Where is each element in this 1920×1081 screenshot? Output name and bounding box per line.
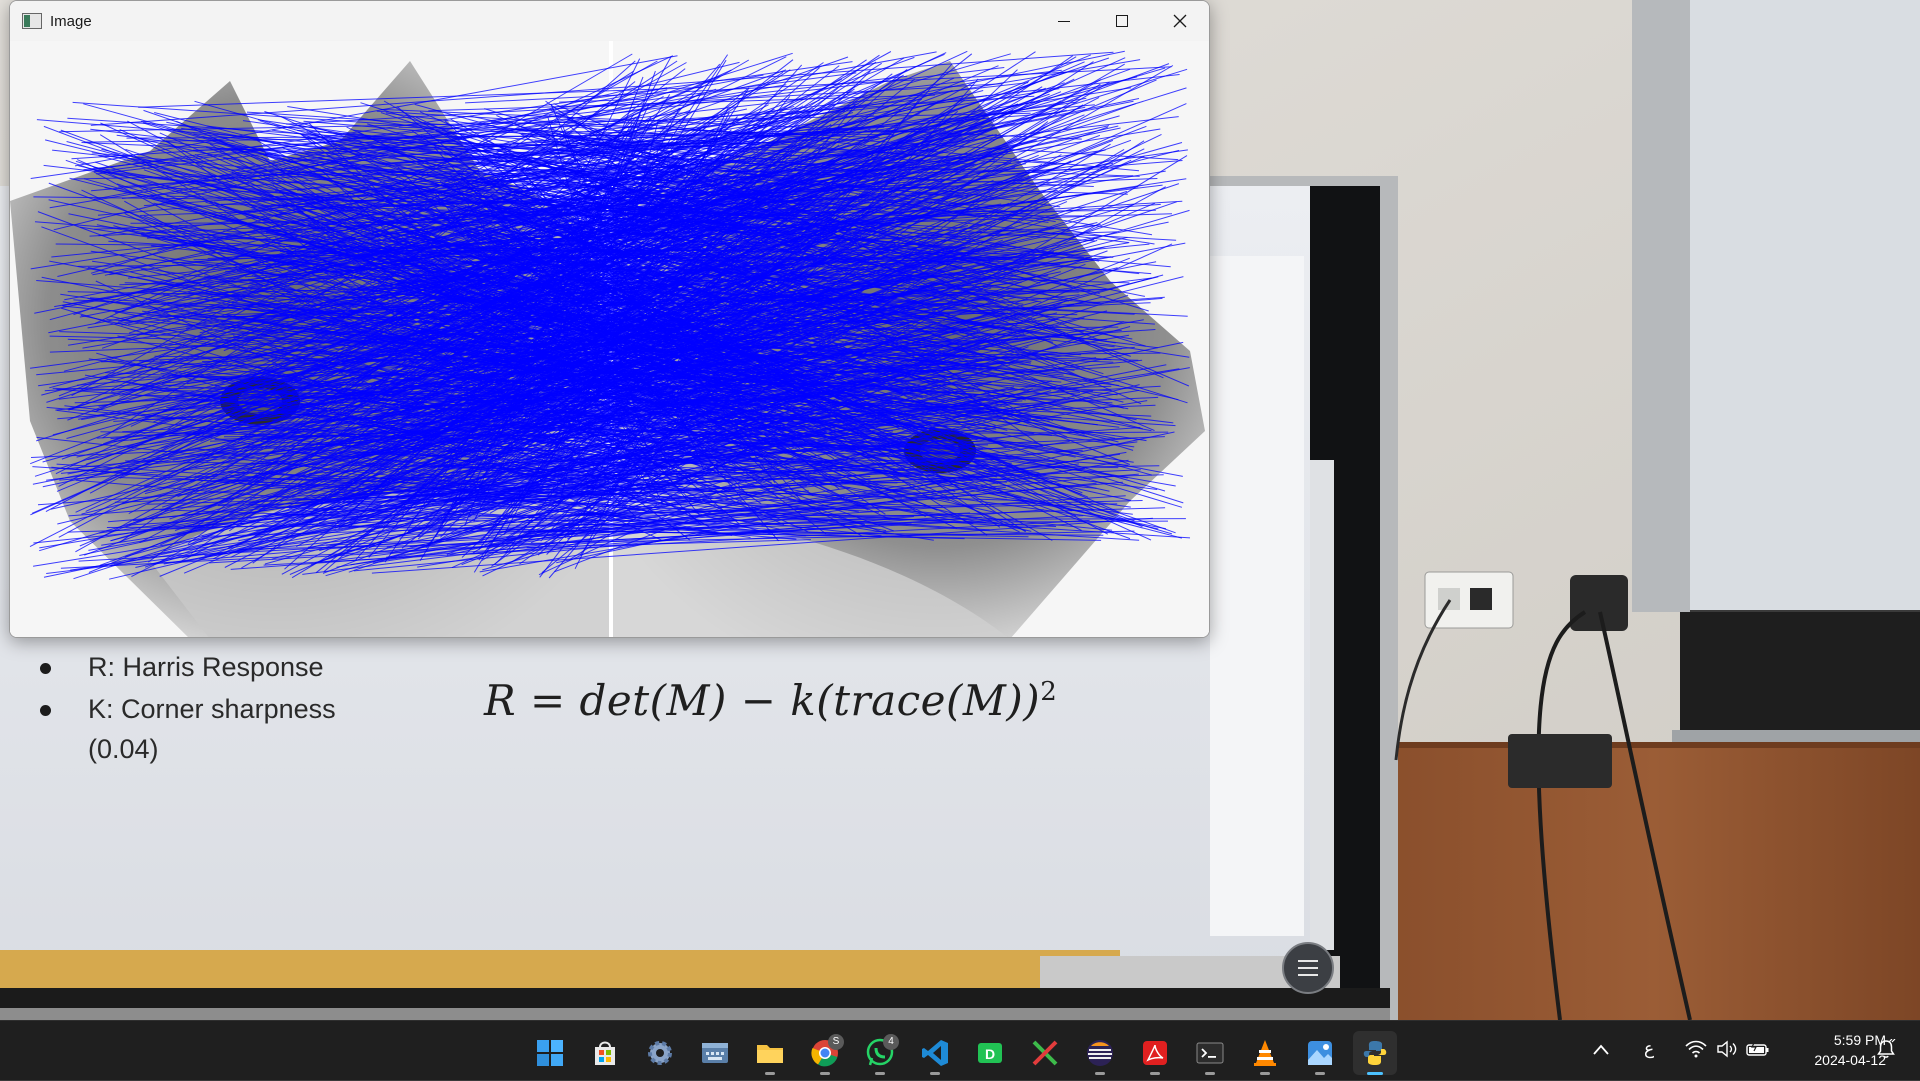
vscode-icon [920,1038,950,1068]
taskbar-app-eclipse[interactable] [1078,1031,1122,1075]
taskbar-app-on-screen-keyboard[interactable] [693,1031,737,1075]
pdf-icon [1140,1038,1170,1068]
window-title: Image [50,13,92,30]
running-indicator [930,1072,940,1075]
photos-icon [1305,1038,1335,1068]
window-titlebar[interactable]: Image [10,1,1209,41]
taskbar-app-start[interactable] [528,1031,572,1075]
running-indicator [1260,1072,1270,1075]
maximize-icon [1116,15,1128,27]
image-canvas[interactable] [10,41,1210,638]
x-app-icon [1030,1038,1060,1068]
taskbar-app-chrome[interactable]: S [803,1031,847,1075]
bullet-dot [40,663,51,674]
d-app-icon: D [975,1038,1005,1068]
chevron-up-icon[interactable] [1592,1043,1610,1057]
taskbar-app-acrobat[interactable] [1133,1031,1177,1075]
notification-badge: 4 [883,1034,899,1050]
close-icon [1173,14,1187,28]
harris-formula-main: R = det(M) − k(trace(M)) [484,676,1040,725]
keyboard-icon [700,1038,730,1068]
python-icon [1360,1038,1390,1068]
minimize-button[interactable] [1035,1,1093,41]
close-button[interactable] [1151,1,1209,41]
notification-badge: S [828,1034,844,1050]
running-indicator [820,1072,830,1075]
taskbar-app-microsoft-store[interactable] [583,1031,627,1075]
windows-start-icon [535,1038,565,1068]
volume-icon[interactable] [1716,1040,1738,1058]
taskbar-app-file-explorer[interactable] [748,1031,792,1075]
taskbar-app-python[interactable] [1353,1031,1397,1075]
battery-icon[interactable] [1746,1041,1770,1057]
taskbar-app-app-x[interactable] [1023,1031,1067,1075]
taskbar-app-vs-code[interactable] [913,1031,957,1075]
slide-bullet-continuation: (0.04) [88,734,159,765]
taskbar-app-settings[interactable] [638,1031,682,1075]
feature-match-image [10,41,1210,638]
taskbar-app-vlc[interactable] [1243,1031,1287,1075]
clock-date: 2024-04-12 [1776,1050,1886,1070]
folder-icon [755,1038,785,1068]
chrome-icon: S [810,1038,840,1068]
running-indicator [1367,1072,1383,1075]
terminal-icon [1195,1038,1225,1068]
wifi-icon[interactable] [1685,1040,1707,1058]
running-indicator [1205,1072,1215,1075]
store-icon [590,1038,620,1068]
input-language-indicator[interactable]: ع [1644,1039,1654,1059]
slide-menu-button[interactable] [1282,942,1334,994]
bullet-dot [40,705,51,716]
harris-formula-exponent: 2 [1040,677,1057,707]
taskbar-app-app-d[interactable]: D [968,1031,1012,1075]
running-indicator [765,1072,775,1075]
whatsapp-icon: 4 [865,1038,895,1068]
gear-icon [645,1038,675,1068]
slide-bullet-harris-response: R: Harris Response [88,652,324,683]
running-indicator [1150,1072,1160,1075]
taskbar-app-whatsapp[interactable]: 4 [858,1031,902,1075]
minimize-icon [1058,21,1070,22]
desktop-background: R: Harris Response K: Corner sharpness (… [0,0,1920,1020]
maximize-button[interactable] [1093,1,1151,41]
notification-icon[interactable] [1876,1039,1896,1059]
hamburger-menu-icon [1298,960,1318,976]
taskbar-app-photos[interactable] [1298,1031,1342,1075]
clock-time: 5:59 PM [1776,1030,1886,1050]
eclipse-icon [1085,1038,1115,1068]
svg-text:D: D [985,1046,995,1062]
vlc-icon [1250,1038,1280,1068]
running-indicator [1095,1072,1105,1075]
slide-bullet-corner-sharpness: K: Corner sharpness [88,694,336,725]
running-indicator [1315,1072,1325,1075]
taskbar-app-terminal[interactable] [1188,1031,1232,1075]
taskbar-clock[interactable]: 5:59 PM 2024-04-12 [1776,1030,1886,1070]
image-window[interactable]: Image [9,0,1210,638]
running-indicator [875,1072,885,1075]
opencv-window-icon [22,13,42,29]
harris-formula: R = det(M) − k(trace(M))2 [484,676,1057,725]
